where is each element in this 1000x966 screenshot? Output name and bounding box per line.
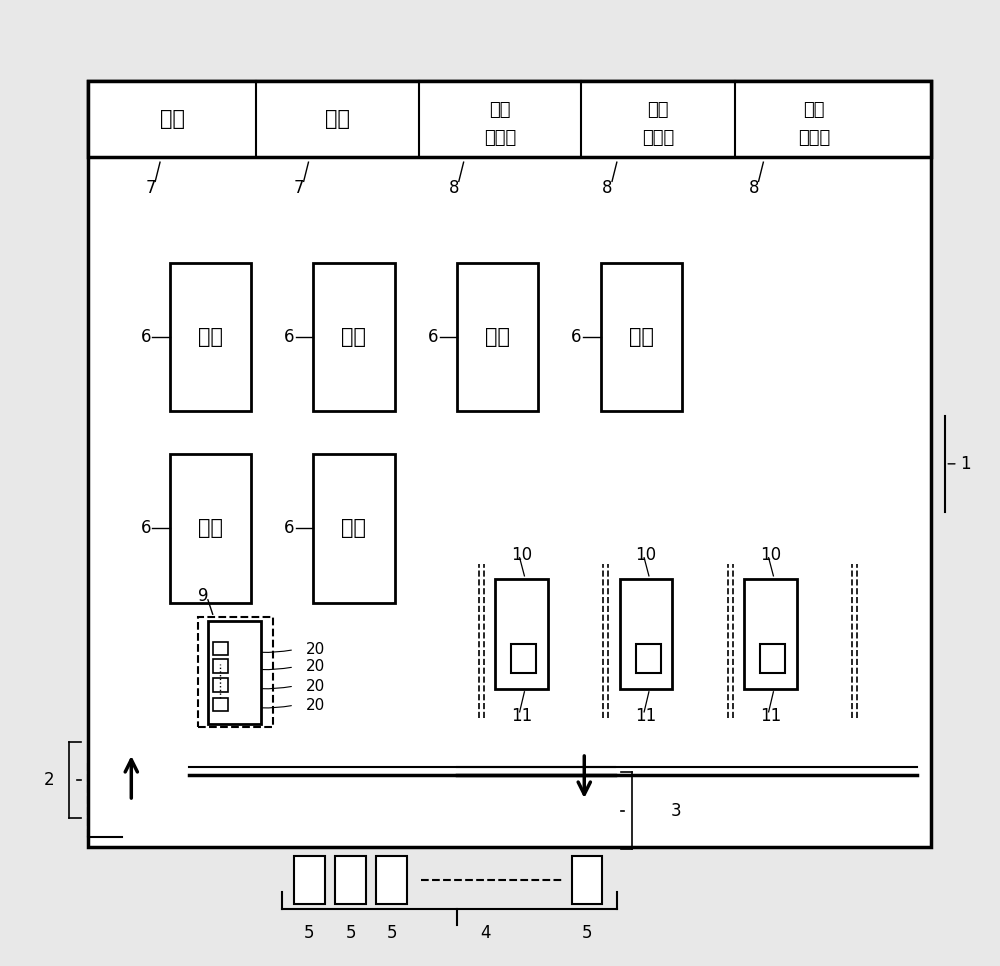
Bar [335,857,366,904]
Bar [208,621,261,724]
Bar [495,579,548,689]
Bar [636,644,661,672]
Text: 11: 11 [635,707,657,724]
Text: 20: 20 [306,678,325,694]
Text: 6: 6 [140,327,151,346]
Text: 6: 6 [571,327,582,346]
Text: 11: 11 [760,707,781,724]
Text: 7: 7 [145,179,156,197]
Bar [313,263,395,412]
Bar [744,579,797,689]
Text: 6: 6 [284,520,295,537]
Bar [601,263,682,412]
Bar [170,454,251,603]
Text: 6: 6 [428,327,438,346]
Bar [213,642,228,655]
Bar [198,617,273,727]
Text: 10: 10 [635,546,657,564]
Text: 货架: 货架 [629,327,654,347]
Text: 货架: 货架 [198,327,223,347]
Text: 货架: 货架 [341,327,366,347]
Text: 11: 11 [511,707,532,724]
Text: 货架: 货架 [485,327,510,347]
Bar [213,697,228,711]
Bar [88,81,931,847]
Text: 8: 8 [449,179,459,197]
Text: 20: 20 [306,660,325,674]
Text: 展示柜: 展示柜 [798,129,830,147]
Bar [294,857,325,904]
Text: 5: 5 [387,924,397,942]
Text: 7: 7 [294,179,304,197]
Bar [213,659,228,672]
Text: 货架: 货架 [198,519,223,538]
Text: 2: 2 [44,771,55,789]
Bar [213,678,228,692]
Bar [572,857,602,904]
Text: 4: 4 [480,924,491,942]
Bar [170,263,251,412]
Text: 冷藏: 冷藏 [489,100,511,119]
Bar [88,81,931,157]
Text: 8: 8 [602,179,613,197]
Text: 10: 10 [760,546,781,564]
Bar [511,644,536,672]
Text: 6: 6 [140,520,151,537]
Text: 3: 3 [670,802,681,819]
Text: 1: 1 [960,455,970,472]
Bar [457,263,538,412]
Text: 6: 6 [284,327,295,346]
Text: 20: 20 [306,697,325,713]
Text: 展示柜: 展示柜 [642,129,674,147]
Bar [376,857,407,904]
Text: 5: 5 [304,924,315,942]
Text: 5: 5 [582,924,592,942]
Bar [620,579,672,689]
Text: 5: 5 [345,924,356,942]
Text: 8: 8 [749,179,759,197]
Text: 货架: 货架 [341,519,366,538]
Text: 20: 20 [306,642,325,657]
Bar [313,454,395,603]
Text: 10: 10 [511,546,532,564]
Text: 冷藏: 冷藏 [647,100,669,119]
Bar [760,644,785,672]
Text: 展示柜: 展示柜 [484,129,516,147]
Text: 货架: 货架 [160,109,185,129]
Text: 货架: 货架 [325,109,350,129]
Text: 冷藏: 冷藏 [803,100,825,119]
Text: 9: 9 [198,587,208,605]
